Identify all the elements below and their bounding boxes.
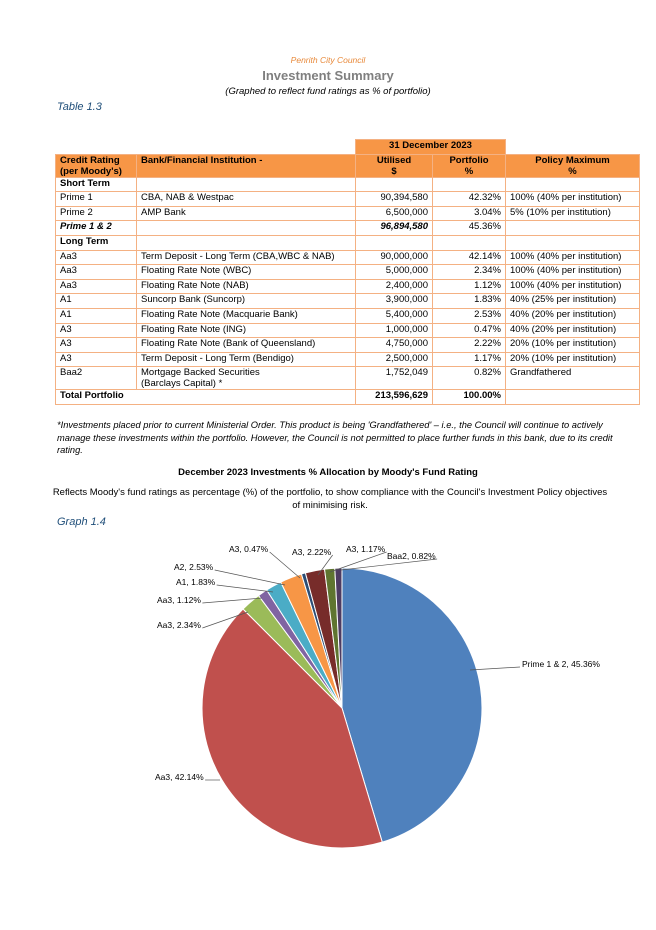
table-row: A3 Term Deposit - Long Term (Bendigo) 2,… [55,351,640,368]
table-row: A3 Floating Rate Note (ING) 1,000,000 0.… [55,322,640,339]
pie-label: Prime 1 & 2, 45.36% [522,659,600,669]
footnote: *Investments placed prior to current Min… [57,420,613,456]
header-rating: Credit Rating [60,154,120,166]
investment-table: 31 December 2023 Credit Rating (per Moody… [55,139,640,405]
pie-label: Aa3, 2.34% [157,620,201,630]
pie-leader-line [269,551,301,579]
pie-leader-line [340,558,438,571]
pie-label: A3, 2.22% [292,547,332,557]
header-utilised: Utilised [376,154,412,166]
pie-label: A3, 0.47% [229,544,269,554]
total-row: Total Portfolio 213,596,629 100.00% [55,389,640,405]
date-header: 31 December 2023 [355,139,506,155]
table-row: A3 Floating Rate Note (Bank of Queenslan… [55,337,640,353]
table-row: Prime 1 CBA, NAB & Westpac 90,394,580 42… [55,191,640,207]
section-row: Long Term [55,234,640,251]
table-row: Prime 2 AMP Bank 6,500,000 3.04% 5% (10%… [55,205,640,222]
section-row: Short Term [55,176,640,193]
table-row: Aa3 Term Deposit - Long Term (CBA,WBC & … [55,249,640,266]
pie-leader-line [216,584,274,593]
pie-chart: Prime 1 & 2, 45.36% Aa3, 42.14% Aa3, 2.34%… [155,544,600,849]
graph-caption: Graph 1.4 [57,516,106,528]
table-row: Baa2 Mortgage Backed Securities (Barclays… [55,366,640,391]
pie-leader-line [202,611,249,629]
table-caption: Table 1.3 [57,101,102,113]
header-policy: Policy Maximum [535,154,610,166]
pie-label: Baa2, 0.82% [387,551,436,561]
org-name: Penrith City Council [290,55,366,65]
pie-slice [341,567,483,843]
pie-leader-line [329,551,387,573]
pie-leader-line [317,554,333,576]
table-row: A1 Suncorp Bank (Suncorp) 3,900,000 1.83… [55,293,640,309]
subtotal-row: Prime 1 & 2 96,894,580 45.36% [55,220,640,236]
table-header-row: Credit Rating (per Moody's) Bank/Financia… [55,153,640,178]
pie-label: A2, 2.53% [174,562,214,572]
pie-label: Aa3, 1.12% [157,595,201,605]
pie-leader-line [469,666,521,671]
header-institution: Bank/Financial Institution - [136,153,356,178]
table-row: Aa3 Floating Rate Note (NAB) 2,400,000 1… [55,278,640,295]
pie-label: Aa3, 42.14% [155,772,204,782]
header-portfolio: Portfolio [449,154,489,166]
pie-slice [201,608,383,849]
table-date-row: 31 December 2023 [56,139,640,155]
table-row: A1 Floating Rate Note (Macquarie Bank) 5… [55,307,640,324]
page-subtitle: (Graphed to reflect fund ratings as % of… [225,86,431,97]
chart-title: December 2023 Investments % Allocation b… [178,467,478,478]
pie-label: A3, 1.17% [346,544,386,554]
table-row: Aa3 Floating Rate Note (WBC) 5,000,000 2… [55,264,640,280]
chart-description: Reflects Moody's fund ratings as percent… [52,487,608,511]
pie-leader-line [202,597,263,604]
pie-label: A1, 1.83% [176,577,216,587]
page-title: Investment Summary [262,68,394,83]
pie-leader-line [214,569,286,586]
